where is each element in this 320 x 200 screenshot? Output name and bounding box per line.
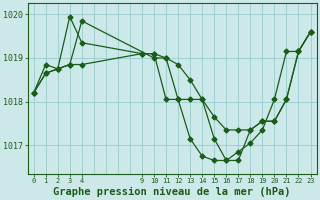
X-axis label: Graphe pression niveau de la mer (hPa): Graphe pression niveau de la mer (hPa) <box>53 186 291 197</box>
